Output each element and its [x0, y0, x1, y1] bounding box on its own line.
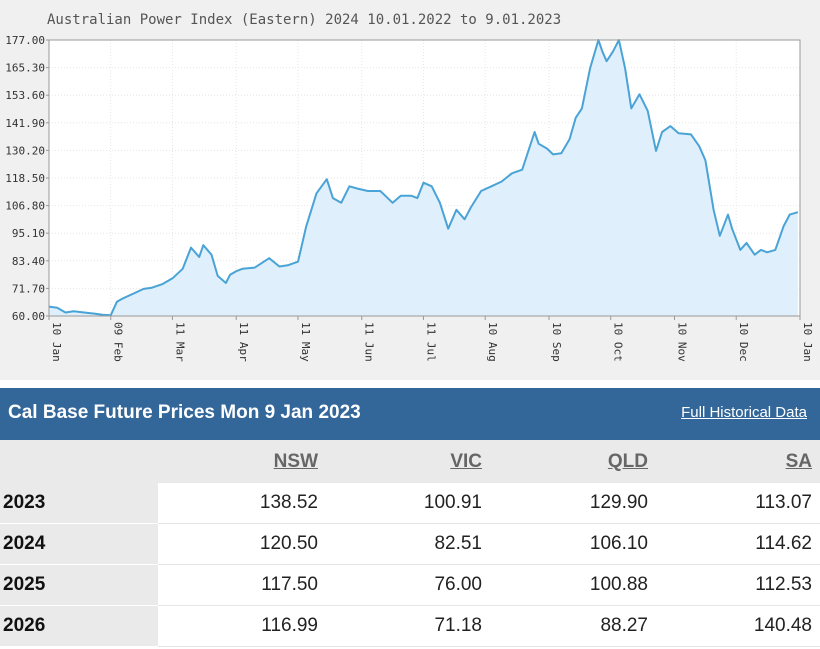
price-cell: 76.00 [326, 564, 490, 606]
price-cell: 88.27 [490, 605, 656, 647]
x-axis: 10 Jan 09 Feb 11 Mar 11 Apr 11 May 11 Jun 11 J… [48, 316, 814, 362]
y-tick-label: 141.90 [5, 117, 45, 130]
sort-link-vic[interactable]: VIC [450, 450, 482, 472]
price-cell: 138.52 [158, 483, 326, 524]
column-header-qld[interactable]: QLD [490, 440, 656, 483]
row-year: 2023 [0, 483, 158, 524]
price-cell: 106.10 [490, 523, 656, 565]
x-tick-label: 10 Nov [675, 322, 688, 362]
price-cell: 120.50 [158, 523, 326, 565]
column-header-vic[interactable]: VIC [326, 440, 490, 483]
y-tick-label: 153.60 [5, 89, 45, 102]
x-tick-label: 11 Jul [424, 322, 437, 362]
price-cell: 114.62 [656, 523, 820, 565]
series-line [48, 39, 799, 317]
price-index-chart: Australian Power Index (Eastern) 2024 10… [0, 0, 820, 380]
row-year: 2025 [0, 564, 158, 606]
price-cell: 71.18 [326, 605, 490, 647]
x-tick-label: 11 Mar [173, 322, 186, 362]
x-tick-label: 11 Apr [237, 322, 250, 362]
y-tick-label: 60.00 [12, 310, 45, 323]
y-tick-label: 83.40 [12, 255, 45, 268]
price-cell: 112.53 [656, 564, 820, 606]
table-row: 2024 120.50 82.51 106.10 114.62 [0, 523, 820, 565]
price-cell: 100.91 [326, 483, 490, 524]
chart-title: Australian Power Index (Eastern) 2024 10… [47, 12, 561, 28]
chart-canvas: Australian Power Index (Eastern) 2024 10… [5, 12, 814, 362]
x-tick-label: 10 Jan [50, 322, 63, 362]
price-cell: 100.88 [490, 564, 656, 606]
sort-link-qld[interactable]: QLD [607, 450, 648, 472]
table-row: 2023 138.52 100.91 129.90 113.07 [0, 483, 820, 524]
x-tick-label: 10 Jan [801, 322, 814, 362]
column-header-sa[interactable]: SA [656, 440, 820, 483]
sort-link-sa[interactable]: SA [785, 450, 812, 472]
row-year: 2026 [0, 605, 158, 647]
x-tick-label: 10 Dec [737, 322, 750, 362]
price-cell: 117.50 [158, 564, 326, 606]
x-tick-label: 10 Aug [486, 322, 499, 362]
column-header-nsw[interactable]: NSW [158, 440, 326, 483]
price-cell: 116.99 [158, 605, 326, 647]
prices-header: Cal Base Future Prices Mon 9 Jan 2023 Fu… [0, 388, 820, 440]
x-tick-label: 11 May [299, 322, 312, 362]
table-row: 2026 116.99 71.18 88.27 140.48 [0, 605, 820, 647]
table-header-row: NSW VIC QLD SA [0, 440, 820, 483]
y-tick-label: 177.00 [5, 34, 45, 47]
future-prices-panel: Cal Base Future Prices Mon 9 Jan 2023 Fu… [0, 388, 820, 649]
y-axis: 177.00 165.30 153.60 141.90 130.20 118.50 106.… [5, 34, 49, 323]
y-tick-label: 165.30 [5, 62, 45, 75]
series-area-fill [49, 40, 798, 316]
y-tick-label: 71.70 [12, 282, 45, 295]
x-tick-label: 10 Oct [612, 322, 625, 362]
sort-link-nsw[interactable]: NSW [273, 450, 318, 472]
price-cell: 113.07 [656, 483, 820, 524]
price-cell: 129.90 [490, 483, 656, 524]
year-column-header [0, 440, 158, 483]
prices-table: NSW VIC QLD SA 2023 138.52 100.91 129.90… [0, 440, 820, 647]
y-tick-label: 95.10 [12, 227, 45, 240]
prices-title: Cal Base Future Prices Mon 9 Jan 2023 [8, 402, 361, 423]
y-tick-label: 118.50 [5, 172, 45, 185]
table-row: 2025 117.50 76.00 100.88 112.53 [0, 564, 820, 606]
full-historical-data-link[interactable]: Full Historical Data [681, 404, 807, 421]
price-cell: 140.48 [656, 605, 820, 647]
price-cell: 82.51 [326, 523, 490, 565]
x-tick-label: 11 Jun [363, 322, 376, 362]
x-tick-label: 09 Feb [112, 322, 125, 362]
y-tick-label: 106.80 [5, 200, 45, 213]
row-year: 2024 [0, 523, 158, 565]
y-tick-label: 130.20 [5, 144, 45, 157]
x-tick-label: 10 Sep [550, 322, 563, 362]
